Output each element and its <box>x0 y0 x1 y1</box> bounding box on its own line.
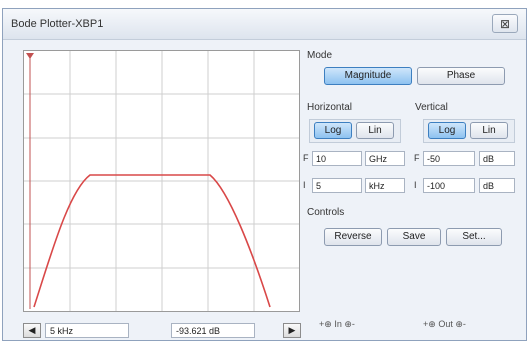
horizontal-final-label: F <box>303 153 309 163</box>
horizontal-initial-input[interactable]: 5 <box>312 178 362 193</box>
horizontal-log-button[interactable]: Log <box>314 122 352 139</box>
cursor-left-button[interactable]: ◀ <box>23 323 41 338</box>
bode-plot-area[interactable] <box>23 50 300 312</box>
vertical-final-unit[interactable]: dB <box>479 151 515 166</box>
horizontal-initial-unit[interactable]: kHz <box>365 178 405 193</box>
vertical-final-input[interactable]: -50 <box>423 151 475 166</box>
close-icon: ⊠ <box>499 17 511 31</box>
bode-plotter-window: Bode Plotter-XBP1 ⊠ <box>2 8 527 341</box>
cursor-right-button[interactable]: ▶ <box>283 323 301 338</box>
mode-label: Mode <box>307 50 333 61</box>
horizontal-lin-button[interactable]: Lin <box>356 122 394 139</box>
vertical-final-label: F <box>414 153 420 163</box>
horizontal-label: Horizontal <box>307 102 353 113</box>
vertical-lin-button[interactable]: Lin <box>470 122 508 139</box>
vertical-initial-input[interactable]: -100 <box>423 178 475 193</box>
arrow-right-icon: ▶ <box>288 325 296 335</box>
minus-pin-icon[interactable]: ⊕- <box>455 319 466 329</box>
horizontal-final-unit[interactable]: GHz <box>365 151 405 166</box>
minus-pin-icon[interactable]: ⊕- <box>344 319 355 329</box>
phase-button[interactable]: Phase <box>417 67 505 85</box>
vertical-initial-label: I <box>414 180 417 190</box>
arrow-left-icon: ◀ <box>28 325 36 335</box>
save-button[interactable]: Save <box>387 228 441 246</box>
frequency-readout: 5 kHz <box>45 323 129 338</box>
plus-pin-icon[interactable]: +⊕ <box>423 319 436 329</box>
magnitude-curve <box>33 174 271 308</box>
cursor-marker-icon[interactable] <box>26 53 34 59</box>
vertical-initial-unit[interactable]: dB <box>479 178 515 193</box>
plus-pin-icon[interactable]: +⊕ <box>319 319 332 329</box>
reverse-button[interactable]: Reverse <box>324 228 382 246</box>
magnitude-readout: -93.621 dB <box>171 323 255 338</box>
close-button[interactable]: ⊠ <box>492 14 518 33</box>
horizontal-final-input[interactable]: 10 <box>312 151 362 166</box>
set-button[interactable]: Set... <box>446 228 502 246</box>
output-pins: +⊕ Out ⊕- <box>423 319 466 330</box>
in-pin-label: In <box>334 319 342 329</box>
title-bar[interactable]: Bode Plotter-XBP1 ⊠ <box>3 9 526 40</box>
horizontal-initial-label: I <box>303 180 306 190</box>
plot-grid <box>24 51 299 311</box>
magnitude-plot-svg <box>24 51 299 311</box>
cursor-readout-bar: ◀ 5 kHz -93.621 dB ▶ <box>23 323 301 340</box>
magnitude-button[interactable]: Magnitude <box>324 67 412 85</box>
window-title: Bode Plotter-XBP1 <box>11 18 104 30</box>
input-pins: +⊕ In ⊕- <box>319 319 355 330</box>
controls-label: Controls <box>307 207 345 218</box>
out-pin-label: Out <box>438 319 453 329</box>
vertical-log-button[interactable]: Log <box>428 122 466 139</box>
vertical-label: Vertical <box>415 102 448 113</box>
